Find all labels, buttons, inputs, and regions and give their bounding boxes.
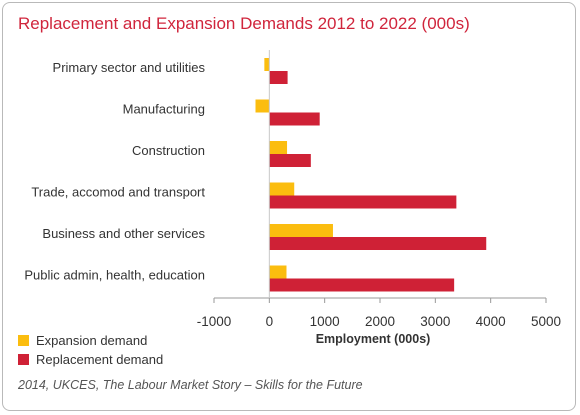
category-label: Construction (132, 143, 205, 158)
x-tick-label: -1000 (197, 314, 232, 329)
legend-swatch-expansion (18, 335, 29, 346)
x-tick-label: 3000 (420, 314, 450, 329)
chart-title: Replacement and Expansion Demands 2012 t… (18, 14, 470, 33)
bar-expansion (269, 224, 333, 237)
x-axis-label: Employment (000s) (316, 332, 431, 346)
legend-label-replacement: Replacement demand (36, 352, 164, 367)
bar-replacement (269, 237, 487, 250)
x-tick-label: 1000 (310, 314, 340, 329)
x-tick-label: 5000 (531, 314, 561, 329)
category-label: Public admin, health, education (24, 268, 205, 283)
bar-replacement (269, 112, 320, 126)
bar-replacement (269, 278, 455, 292)
legend-item-expansion: Expansion demand (18, 333, 147, 348)
bar-expansion (269, 141, 288, 154)
bar-replacement (269, 195, 457, 209)
legend-item-replacement: Replacement demand (18, 352, 163, 367)
x-tick-label: 4000 (476, 314, 506, 329)
x-tick-label: 2000 (365, 314, 395, 329)
legend-swatch-replacement (18, 354, 29, 365)
category-label: Primary sector and utilities (53, 60, 206, 75)
source-caption: 2014, UKCES, The Labour Market Story – S… (18, 378, 363, 392)
category-label: Manufacturing (123, 102, 205, 117)
legend-label-expansion: Expansion demand (36, 333, 148, 348)
bar-replacement (269, 71, 288, 84)
x-tick-label: 0 (266, 314, 274, 329)
bar-replacement (269, 154, 311, 167)
bar-expansion (264, 58, 270, 71)
bar-expansion (269, 265, 287, 279)
chart-frame (2, 2, 576, 411)
bar-expansion (269, 182, 295, 196)
category-label: Business and other services (42, 226, 205, 241)
bar-expansion (255, 99, 270, 113)
category-label: Trade, accomod and transport (31, 185, 205, 200)
